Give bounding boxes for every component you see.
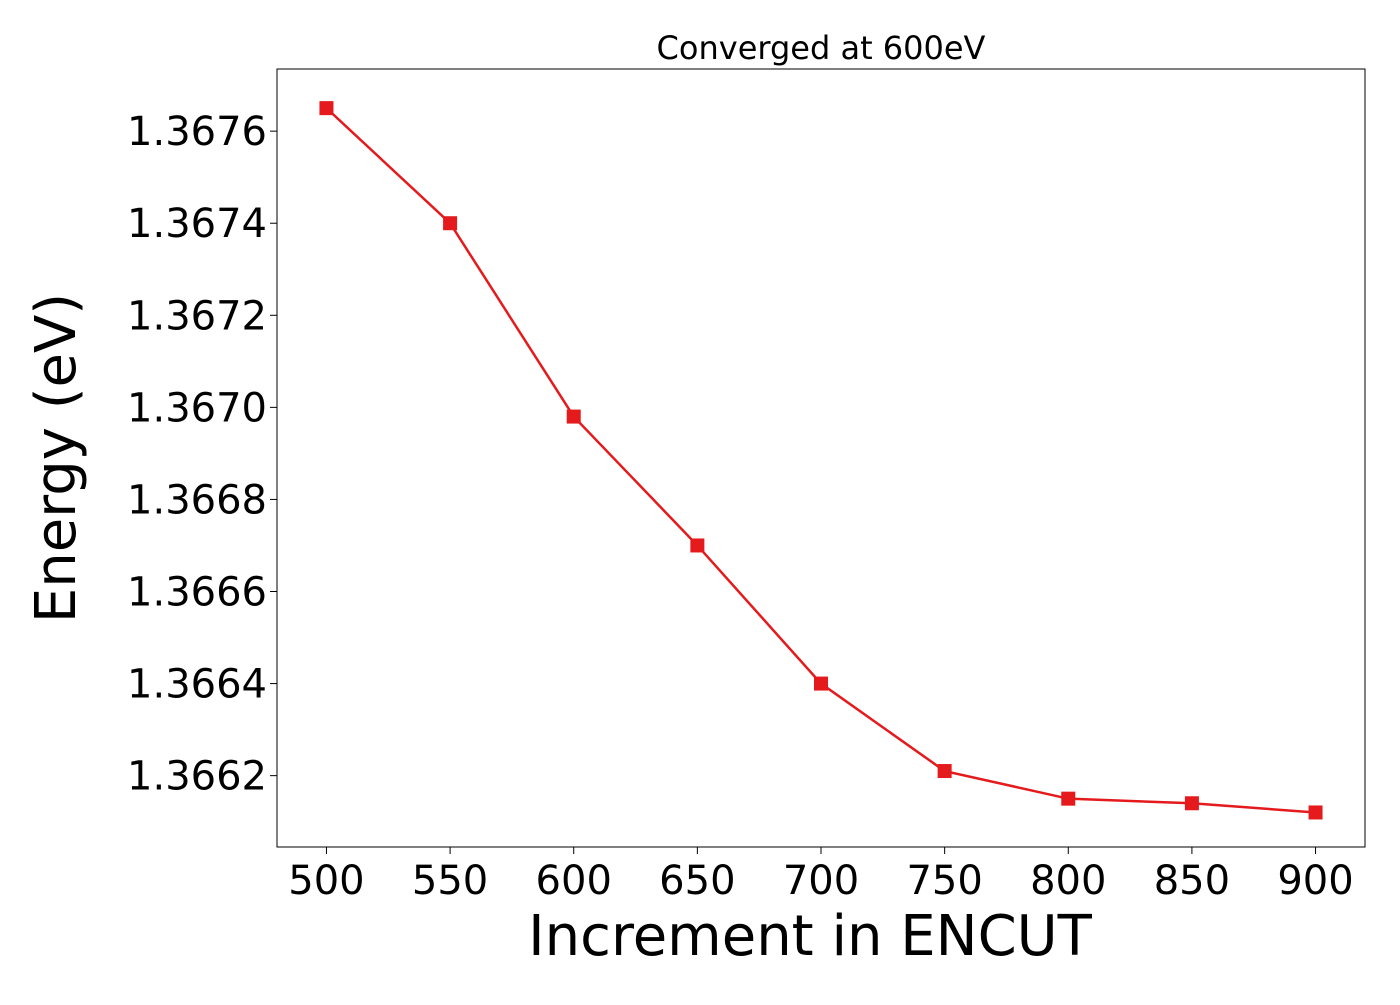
data-point-marker xyxy=(937,764,952,779)
x-axis-ticks: 500 550 600 650 700 750 800 850 900 xyxy=(288,847,1354,904)
x-tick-label: 800 xyxy=(1030,858,1106,904)
x-tick-label: 850 xyxy=(1154,858,1230,904)
series-line xyxy=(325,107,1316,814)
data-point-marker xyxy=(690,538,705,553)
y-axis-title: Energy (eV) xyxy=(24,293,89,623)
x-tick-label: 900 xyxy=(1277,858,1353,904)
y-axis-ticks: 1.3662 1.3664 1.3666 1.3668 1.3670 1.3672 1.36… xyxy=(127,109,277,800)
data-point-marker xyxy=(814,676,828,691)
x-tick-label: 650 xyxy=(659,858,735,904)
x-tick-label: 600 xyxy=(536,858,612,904)
data-point-marker xyxy=(443,216,458,231)
x-tick-label: 750 xyxy=(906,858,982,904)
series-layer xyxy=(319,101,1323,820)
y-tick-label: 1.3670 xyxy=(127,385,267,431)
y-tick-label: 1.3662 xyxy=(127,754,267,800)
data-point-marker xyxy=(1308,805,1323,820)
y-tick-label: 1.3664 xyxy=(127,662,267,708)
data-point-marker xyxy=(1061,791,1076,806)
y-tick-label: 1.3674 xyxy=(127,201,267,247)
y-tick-label: 1.3668 xyxy=(127,477,267,523)
x-tick-label: 500 xyxy=(288,858,364,904)
x-axis-title: Increment in ENCUT xyxy=(528,904,1093,969)
plot-area-frame xyxy=(276,68,1366,848)
y-tick-label: 1.3676 xyxy=(127,109,267,155)
data-point-marker xyxy=(1184,796,1199,811)
x-tick-label: 550 xyxy=(412,858,488,904)
data-point-marker xyxy=(566,409,581,424)
y-tick-label: 1.3666 xyxy=(127,570,267,616)
y-tick-label: 1.3672 xyxy=(127,293,267,339)
data-point-marker xyxy=(319,101,334,116)
chart-title: Converged at 600eV xyxy=(657,29,986,67)
x-tick-label: 700 xyxy=(783,858,859,904)
